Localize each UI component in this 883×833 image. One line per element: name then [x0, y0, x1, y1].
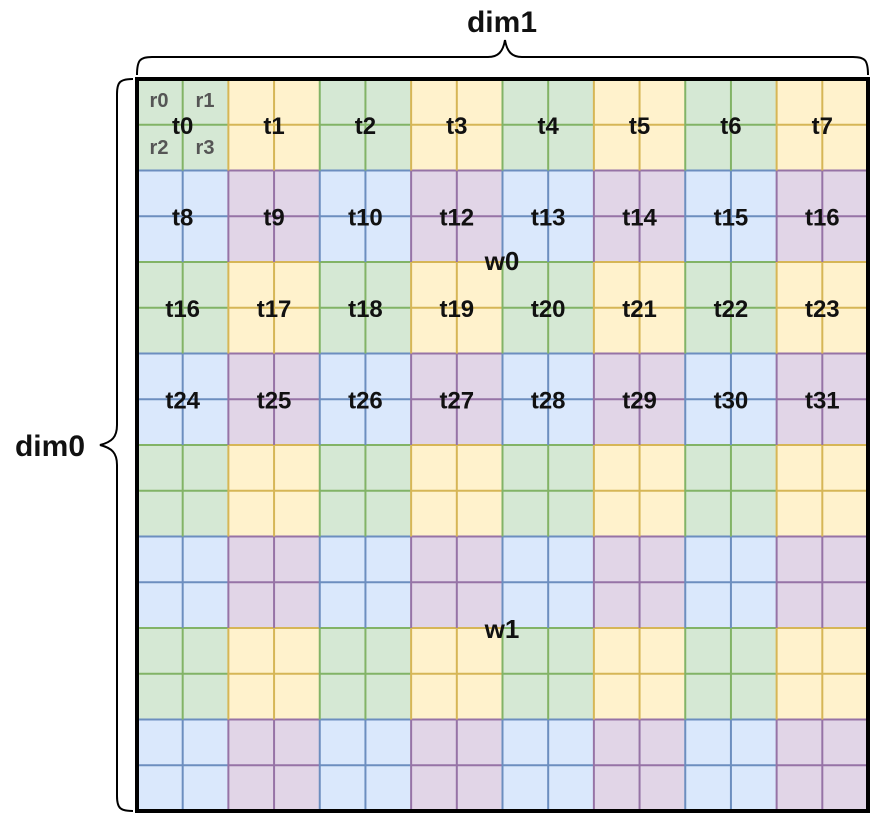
register-label: r0	[150, 90, 169, 112]
thread-label: t27	[439, 387, 474, 414]
thread-label: t2	[355, 113, 376, 140]
thread-label: t6	[720, 113, 741, 140]
thread-label: t15	[714, 204, 749, 231]
thread-label: t10	[348, 204, 383, 231]
thread-label: t9	[263, 204, 284, 231]
thread-label: t25	[257, 387, 292, 414]
thread-label: t16	[805, 204, 840, 231]
thread-label: t26	[348, 387, 383, 414]
thread-label: t28	[531, 387, 566, 414]
thread-label: t31	[805, 387, 840, 414]
register-label: r2	[150, 137, 169, 159]
thread-label: t29	[622, 387, 657, 414]
thread-label: t0	[172, 113, 193, 140]
thread-label: t1	[263, 113, 284, 140]
thread-label: t19	[439, 296, 474, 323]
thread-label: t20	[531, 296, 566, 323]
dim0-label: dim0	[15, 430, 85, 463]
register-label: r1	[196, 90, 215, 112]
grid-border	[135, 77, 870, 813]
thread-label: t22	[714, 296, 749, 323]
thread-label: t4	[538, 113, 560, 140]
thread-label: t13	[531, 204, 566, 231]
thread-label: t17	[257, 296, 292, 323]
warp-label: w1	[484, 614, 520, 644]
warp-label: w0	[484, 246, 520, 276]
dim1-label: dim1	[467, 6, 537, 39]
thread-label: t18	[348, 296, 383, 323]
thread-label: t16	[165, 296, 200, 323]
thread-label: t12	[439, 204, 474, 231]
thread-label: t8	[172, 204, 193, 231]
thread-label: t3	[446, 113, 467, 140]
thread-label: t14	[622, 204, 657, 231]
thread-label: t21	[622, 296, 657, 323]
thread-label: t30	[714, 387, 749, 414]
thread-label: t5	[629, 113, 650, 140]
thread-label: t23	[805, 296, 840, 323]
thread-labels: t0 t1 t2 t3 t4 t5 t6 t7 t8 t9 t10 t12 t13 t14 t15 t16 t1…	[165, 113, 839, 415]
thread-label: t24	[165, 387, 200, 414]
dim1-brace	[136, 39, 869, 76]
thread-label: t7	[812, 113, 833, 140]
grid-vertical-lines	[181, 79, 824, 811]
register-label: r3	[196, 137, 215, 159]
dim0-brace	[99, 78, 134, 812]
